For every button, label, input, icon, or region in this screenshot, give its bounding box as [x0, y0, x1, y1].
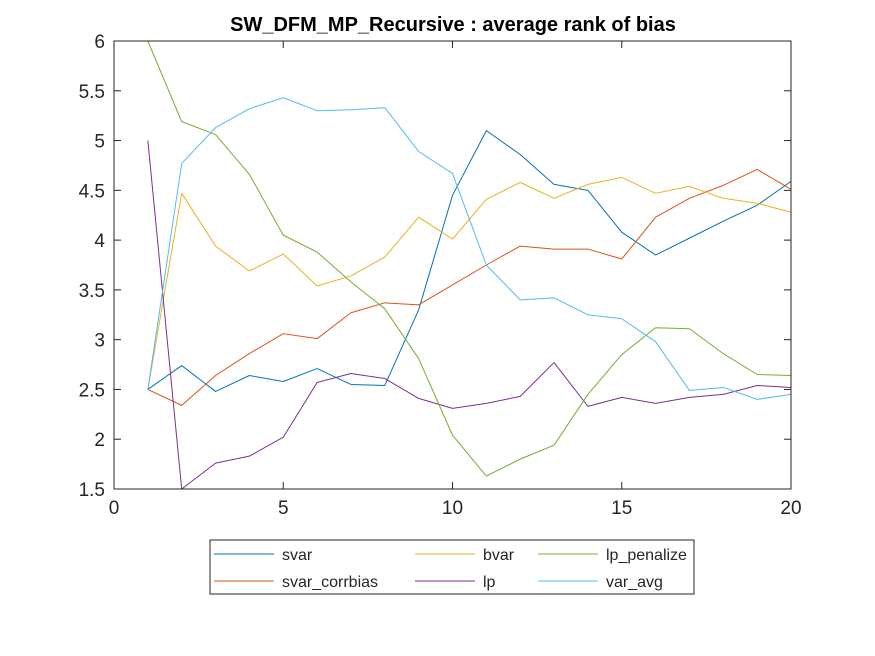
y-tick-label: 6	[94, 32, 105, 53]
series-layer	[147, 40, 792, 490]
x-tick-label: 15	[611, 498, 632, 519]
series-line-lp	[147, 140, 792, 490]
y-tick-label: 5.5	[79, 82, 105, 103]
legend-label-svar_corrbias: svar_corrbias	[282, 574, 378, 591]
legend: svar bvar lp_penalize svar_corrbias lp var_av…	[209, 539, 695, 595]
legend-label-bvar: bvar	[483, 547, 515, 564]
chart-title: SW_DFM_MP_Recursive : average rank of bi…	[230, 14, 676, 36]
y-tick-label: 4	[94, 231, 105, 252]
plot-area	[114, 41, 791, 489]
legend-label-var_avg: var_avg	[606, 574, 663, 591]
y-tick-label: 5	[94, 132, 105, 153]
y-tick-label: 2.5	[79, 380, 105, 401]
x-tick-label: 5	[278, 498, 289, 519]
series-line-var_avg	[147, 97, 792, 400]
y-tick-label: 3	[94, 331, 105, 352]
legend-label-lp: lp	[483, 574, 496, 591]
x-tick-label: 0	[109, 498, 120, 519]
y-tick-label: 1.5	[79, 480, 105, 501]
legend-label-svar: svar	[282, 547, 313, 564]
y-tick-label: 2	[94, 430, 105, 451]
legend-label-lp_penalize: lp_penalize	[606, 547, 687, 564]
x-tick-label: 10	[442, 498, 463, 519]
series-line-lp_penalize	[147, 40, 792, 477]
legend-box	[209, 539, 695, 595]
y-tick-label: 3.5	[79, 281, 105, 302]
series-line-svar_corrbias	[147, 168, 792, 406]
y-tick-label: 4.5	[79, 181, 105, 202]
x-tick-label: 20	[780, 498, 801, 519]
axes-layer: 0 5 10 15 20 1.5 2 2.5 3 3.5 4 4.5 5 5.5 6	[79, 32, 802, 519]
series-line-svar	[147, 130, 792, 392]
